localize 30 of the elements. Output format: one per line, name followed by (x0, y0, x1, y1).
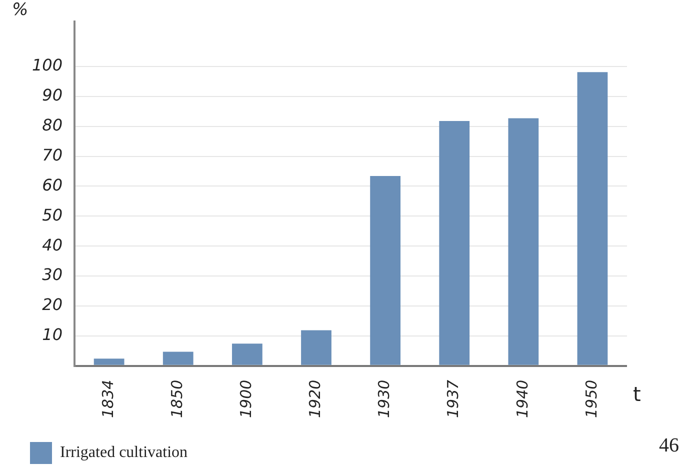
x-tick-label: 1920 (306, 380, 324, 418)
y-tick-label: 70 (42, 145, 63, 164)
bar (232, 344, 262, 365)
bar (577, 72, 608, 365)
y-tick-label: 30 (42, 265, 63, 284)
y-tick-label: 100 (32, 56, 63, 75)
x-tick-label: 1930 (375, 380, 394, 418)
bar (94, 358, 124, 365)
x-tick-label: 1950 (582, 380, 600, 418)
y-tick-label: 10 (42, 325, 63, 344)
x-tick-label: 1900 (237, 380, 256, 418)
y-tick-label: 40 (42, 235, 63, 254)
y-tick-label: 60 (42, 175, 63, 194)
text: 46 (659, 434, 679, 456)
bar (370, 176, 400, 365)
x-tick-label: 1940 (513, 380, 532, 418)
bar (301, 330, 332, 365)
x-tick-label: 1834 (98, 380, 117, 418)
x-tick-label: 1850 (168, 380, 186, 418)
y-tick-label: 90 (42, 86, 63, 105)
bar (508, 118, 539, 365)
legend-label: Irrigated cultivation (60, 444, 188, 462)
y-tick-label: 20 (42, 295, 63, 314)
y-tick-label: 50 (42, 205, 63, 224)
x-axis-title: t (633, 382, 641, 406)
y-tick-label: 80 (42, 116, 63, 135)
x-tick-label: 1937 (444, 379, 462, 418)
y-axis-title: % (12, 0, 28, 20)
bar (162, 352, 194, 365)
bar (439, 120, 470, 365)
